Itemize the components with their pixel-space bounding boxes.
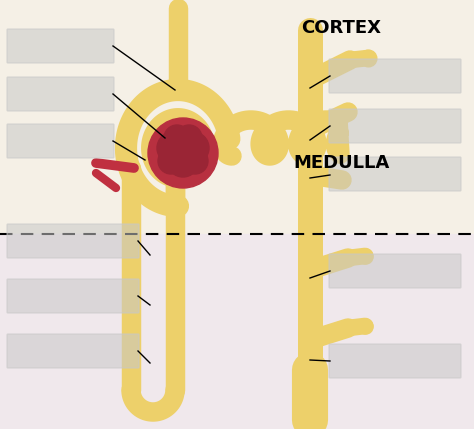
Bar: [0, 0, 474, 234]
Text: CORTEX: CORTEX: [301, 19, 381, 37]
Circle shape: [148, 118, 218, 188]
FancyBboxPatch shape: [329, 254, 461, 288]
FancyBboxPatch shape: [7, 124, 114, 158]
Bar: [0, 234, 474, 429]
Text: MEDULLA: MEDULLA: [293, 154, 390, 172]
Circle shape: [157, 132, 189, 164]
Circle shape: [164, 125, 190, 151]
FancyBboxPatch shape: [7, 29, 114, 63]
FancyBboxPatch shape: [7, 224, 139, 258]
FancyBboxPatch shape: [329, 157, 461, 191]
Circle shape: [167, 145, 199, 177]
FancyBboxPatch shape: [329, 109, 461, 143]
Circle shape: [177, 132, 209, 164]
FancyBboxPatch shape: [7, 334, 139, 368]
FancyBboxPatch shape: [7, 279, 139, 313]
Circle shape: [158, 148, 184, 174]
FancyBboxPatch shape: [329, 59, 461, 93]
Circle shape: [176, 125, 202, 151]
Circle shape: [182, 148, 208, 174]
FancyBboxPatch shape: [7, 77, 114, 111]
FancyBboxPatch shape: [329, 344, 461, 378]
